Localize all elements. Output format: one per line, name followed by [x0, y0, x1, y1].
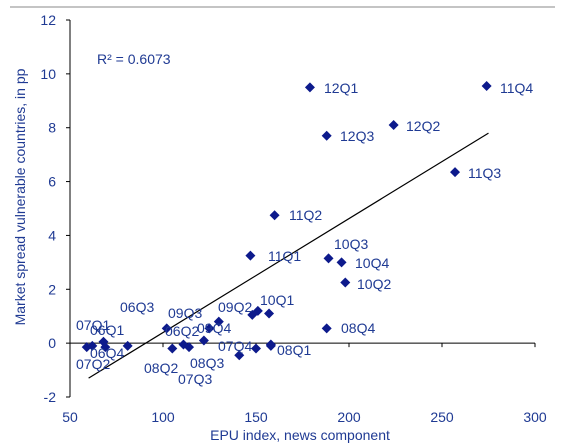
y-tick-label: 4 — [48, 227, 56, 243]
point-label: 11Q4 — [500, 80, 533, 96]
data-point — [204, 323, 215, 334]
data-point — [161, 323, 172, 334]
point-label: 06Q1 — [90, 322, 124, 338]
point-label: 06Q4 — [90, 345, 124, 361]
data-point — [122, 340, 133, 351]
y-tick-label: 12 — [40, 12, 56, 28]
data-point — [265, 340, 276, 351]
point-label: 09Q2 — [218, 299, 252, 315]
data-point — [184, 342, 195, 353]
point-label: 10Q4 — [355, 255, 389, 271]
data-point — [269, 210, 280, 221]
data-point — [336, 257, 347, 268]
point-label: 12Q3 — [340, 128, 374, 144]
x-tick-label: 150 — [244, 409, 268, 425]
point-label: 08Q1 — [277, 342, 311, 358]
point-label: 10Q1 — [260, 292, 294, 308]
y-tick-label: 2 — [48, 281, 56, 297]
point-label: 07Q3 — [178, 371, 212, 387]
data-point — [321, 130, 332, 141]
data-point — [340, 277, 351, 288]
data-point — [234, 350, 245, 361]
x-tick-label: 50 — [62, 409, 78, 425]
point-label: 06Q2 — [165, 323, 199, 339]
data-point — [481, 80, 492, 91]
y-axis-title: Market spread vulnerable countries, in p… — [12, 68, 28, 325]
data-point — [323, 253, 334, 264]
trend-line — [88, 132, 489, 379]
point-label: 08Q2 — [144, 360, 178, 376]
point-label: 10Q3 — [334, 236, 368, 252]
data-point — [251, 343, 261, 354]
y-tick-label: 8 — [48, 120, 56, 136]
point-label: 07Q4 — [218, 338, 252, 354]
data-point — [100, 342, 111, 353]
data-point — [167, 343, 178, 354]
data-point — [198, 335, 209, 346]
y-tick-label: 6 — [48, 174, 56, 190]
point-label: 08Q4 — [341, 320, 375, 336]
point-label: 11Q2 — [289, 207, 322, 223]
y-tick-label: 0 — [48, 335, 56, 351]
data-point — [264, 308, 275, 319]
point-label: 06Q3 — [120, 299, 154, 315]
data-point — [213, 316, 224, 327]
x-axis-title: EPU index, news component — [210, 427, 390, 443]
data-points — [81, 80, 492, 361]
x-tick-label: 250 — [430, 409, 454, 425]
y-tick-label: 10 — [40, 66, 56, 82]
y-tick-label: -2 — [44, 389, 57, 405]
x-tick-label: 100 — [151, 409, 175, 425]
x-tick-label: 200 — [337, 409, 361, 425]
point-label: 11Q1 — [268, 248, 301, 264]
x-tick-label: 300 — [523, 409, 547, 425]
r-squared-annotation: R² = 0.6073 — [97, 51, 171, 67]
data-point — [304, 82, 315, 93]
point-label: 07Q2 — [76, 356, 110, 372]
data-point — [245, 250, 256, 261]
data-point — [252, 305, 263, 316]
point-label: 07Q1 — [76, 317, 110, 333]
point-label: 10Q2 — [357, 276, 391, 292]
point-label: 08Q3 — [190, 355, 224, 371]
data-point — [388, 120, 399, 131]
point-label: 09Q3 — [168, 305, 202, 321]
data-point — [87, 340, 98, 351]
point-label: 09Q4 — [197, 320, 231, 336]
data-point — [321, 323, 332, 334]
tick-labels: -2 0 2 4 6 8 10 12 50 100 150 200 250 300 — [40, 12, 546, 425]
point-label: 11Q3 — [468, 165, 501, 181]
point-label: 12Q2 — [406, 118, 440, 134]
data-point — [450, 167, 461, 178]
point-label: 12Q1 — [324, 80, 358, 96]
